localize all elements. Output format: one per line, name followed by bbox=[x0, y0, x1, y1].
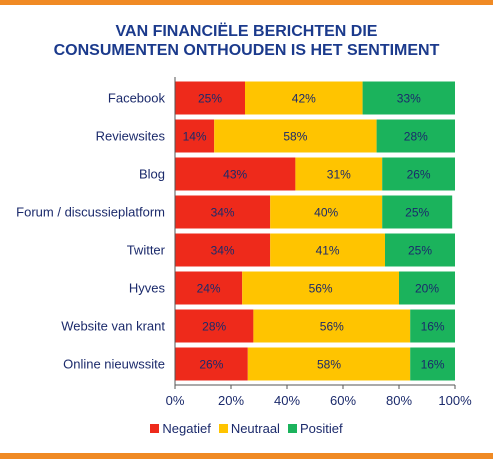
data-label: 43% bbox=[223, 168, 247, 182]
data-label: 58% bbox=[283, 130, 307, 144]
data-label: 28% bbox=[404, 130, 428, 144]
data-label: 56% bbox=[309, 282, 333, 296]
bar-segment-positief bbox=[382, 195, 453, 229]
legend-label: Positief bbox=[299, 421, 343, 436]
bar-segment-negatief bbox=[175, 119, 215, 153]
bar-segment-neutraal bbox=[270, 195, 383, 229]
bar-segment-positief bbox=[376, 119, 455, 153]
bar-segment-positief bbox=[410, 347, 455, 381]
data-label: 41% bbox=[316, 244, 340, 258]
data-label: 16% bbox=[421, 320, 445, 334]
bar-segment-neutraal bbox=[214, 119, 377, 153]
category-label: Reviewsites bbox=[96, 129, 166, 144]
category-label: Online nieuwssite bbox=[63, 357, 165, 372]
x-tick-label: 40% bbox=[274, 393, 300, 408]
bar-segment-negatief bbox=[175, 157, 296, 191]
category-label: Blog bbox=[139, 167, 165, 182]
stacked-bar-chart: Facebook 25% 42% 33% Reviewsites 14% 58% 28% Blo… bbox=[16, 77, 472, 408]
data-label: 25% bbox=[408, 244, 432, 258]
data-label: 33% bbox=[397, 92, 421, 106]
x-tick-label: 20% bbox=[218, 393, 244, 408]
bar-segment-neutraal bbox=[253, 309, 411, 343]
data-label: 24% bbox=[197, 282, 221, 296]
data-label: 58% bbox=[317, 358, 341, 372]
bottom-orange-rule bbox=[0, 453, 493, 459]
data-label: 26% bbox=[199, 358, 223, 372]
chart-title-line-2: CONSUMENTEN ONTHOUDEN IS HET SENTIMENT bbox=[53, 42, 440, 59]
bar-segment-positief bbox=[385, 233, 455, 267]
data-label: 16% bbox=[421, 358, 445, 372]
bar-segment-neutraal bbox=[295, 157, 383, 191]
legend-item-neutraal: Neutraal bbox=[218, 421, 280, 436]
legend-item-negatief: Negatief bbox=[150, 421, 211, 436]
chart-legend: Negatief Neutraal Positief bbox=[0, 421, 493, 436]
bar-segment-negatief bbox=[175, 347, 248, 381]
x-tick-label: 100% bbox=[438, 393, 472, 408]
bar-segment-negatief bbox=[175, 271, 243, 305]
bar-segment-negatief bbox=[175, 81, 245, 115]
category-label: Twitter bbox=[127, 243, 166, 258]
legend-swatch bbox=[287, 424, 297, 433]
data-label: 25% bbox=[405, 206, 429, 220]
category-label: Forum / discussieplatform bbox=[16, 205, 165, 220]
legend-item-positief: Positief bbox=[287, 421, 343, 436]
data-label: 26% bbox=[407, 168, 431, 182]
bar-segment-positief bbox=[399, 271, 455, 305]
bar-segment-neutraal bbox=[245, 81, 363, 115]
x-tick-label: 80% bbox=[386, 393, 412, 408]
data-label: 56% bbox=[320, 320, 344, 334]
data-label: 14% bbox=[183, 130, 207, 144]
category-label: Website van krant bbox=[61, 319, 165, 334]
data-label: 31% bbox=[327, 168, 351, 182]
bar-segment-negatief bbox=[175, 233, 271, 267]
legend-label: Negatief bbox=[162, 421, 211, 436]
bar-segment-neutraal bbox=[270, 233, 385, 267]
data-label: 34% bbox=[211, 244, 235, 258]
data-label: 28% bbox=[202, 320, 226, 334]
data-label: 40% bbox=[314, 206, 338, 220]
bar-segment-positief bbox=[382, 157, 455, 191]
category-label: Facebook bbox=[108, 91, 166, 106]
bar-segment-neutraal bbox=[242, 271, 399, 305]
data-label: 20% bbox=[415, 282, 439, 296]
x-tick-label: 60% bbox=[330, 393, 356, 408]
bar-segment-positief bbox=[410, 309, 455, 343]
category-label: Hyves bbox=[129, 281, 166, 296]
chart-title-line-1: VAN FINANCIËLE BERICHTEN DIE bbox=[115, 23, 378, 40]
bar-segment-negatief bbox=[175, 195, 271, 229]
bar-segment-neutraal bbox=[247, 347, 411, 381]
bar-segment-positief bbox=[362, 81, 455, 115]
x-tick-label: 0% bbox=[166, 393, 185, 408]
bar-segment-negatief bbox=[175, 309, 254, 343]
top-orange-rule bbox=[0, 0, 493, 5]
legend-swatch bbox=[150, 424, 160, 433]
legend-label: Neutraal bbox=[230, 421, 280, 436]
data-label: 34% bbox=[211, 206, 235, 220]
data-label: 42% bbox=[292, 92, 316, 106]
legend-swatch bbox=[218, 424, 228, 433]
chart-title: VAN FINANCIËLE BERICHTEN DIE CONSUMENTEN… bbox=[0, 22, 493, 60]
data-label: 25% bbox=[198, 92, 222, 106]
